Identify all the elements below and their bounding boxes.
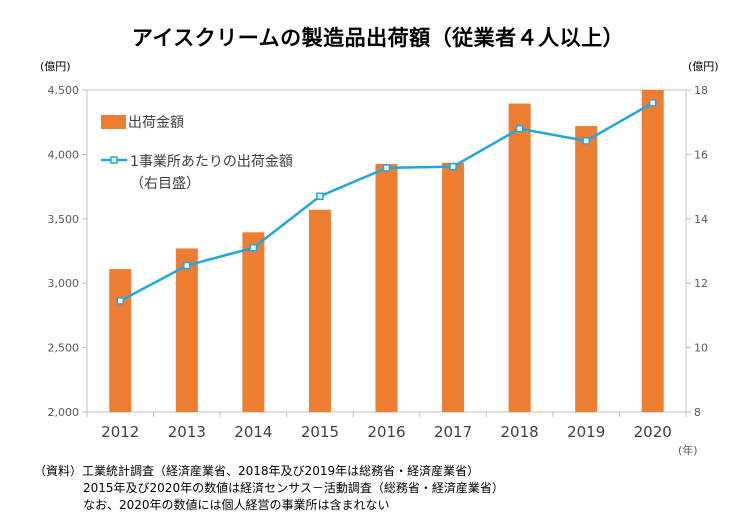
legend-label-line: 1事業所あたりの出荷金額	[130, 154, 293, 170]
line-point	[515, 124, 524, 133]
line-point	[382, 164, 391, 172]
bar	[109, 269, 132, 412]
source-label: （資料）	[34, 464, 83, 478]
line-point	[449, 162, 457, 171]
line-point	[648, 99, 657, 107]
x-axis-tick-label: 2016	[367, 423, 405, 441]
right-axis-tick-label: 14	[694, 213, 708, 226]
right-axis-tick-label: 10	[694, 342, 708, 355]
x-axis-tick-label: 2012	[101, 423, 139, 441]
bar	[308, 209, 331, 412]
right-axis-tick-label: 12	[694, 277, 708, 290]
bar	[641, 90, 664, 412]
plot-area: 2,000 2,500 3,000 3,500 4,000 4,500 8 10 12 14 16 1…	[48, 84, 709, 457]
legend-label-line-note: （右目盛）	[130, 176, 200, 192]
source-line-2: 2015年及び2020年の数値は経済センサス－活動調査（総務省・経済産業省）	[83, 481, 504, 495]
bar	[442, 162, 465, 412]
legend-swatch-bars	[101, 115, 126, 129]
left-axis-tick-label: 2,000	[48, 406, 80, 419]
bar	[575, 126, 598, 413]
x-axis-tick-label: 2019	[567, 423, 605, 441]
line-point	[249, 244, 258, 252]
chart-title: アイスクリームの製造品出荷額（従業者４人以上）	[131, 26, 625, 50]
bar	[242, 232, 265, 412]
left-axis-unit: (億円)	[40, 60, 71, 73]
source-line-3: なお、2020年の数値には個人経営の事業所は含まれない	[83, 498, 390, 512]
legend-swatch-marker	[110, 156, 118, 164]
left-axis-tick-label: 2,500	[48, 342, 80, 355]
source-note: （資料）工業統計調査（経済産業省、2018年及び2019年は総務省・経済産業省）…	[34, 463, 504, 514]
line-point	[316, 192, 324, 201]
x-axis-unit: (年)	[678, 443, 698, 457]
right-axis-tick-label: 16	[694, 148, 708, 161]
x-axis-tick-label: 2017	[434, 423, 472, 441]
x-axis-tick-label: 2015	[301, 423, 339, 441]
line-point	[116, 297, 125, 305]
left-axis-tick-label: 3,500	[48, 213, 80, 226]
line-point	[183, 261, 191, 270]
x-axis-tick-label: 2013	[168, 423, 206, 441]
left-axis-tick-label: 4,500	[48, 84, 80, 97]
line-point	[582, 137, 590, 145]
bar	[175, 248, 198, 412]
bar	[508, 103, 531, 413]
right-axis-tick-label: 8	[694, 406, 701, 419]
bar	[375, 164, 398, 412]
left-axis-tick-label: 4,000	[48, 148, 80, 161]
right-axis-unit: (億円)	[688, 60, 719, 73]
right-axis-tick-label: 18	[694, 84, 708, 97]
legend-label-bars: 出荷金額	[128, 115, 184, 131]
left-axis-tick-label: 3,000	[48, 277, 80, 290]
x-axis-tick-label: 2014	[234, 423, 272, 441]
source-line-1: 工業統計調査（経済産業省、2018年及び2019年は総務省・経済産業省）	[82, 464, 480, 478]
x-axis-tick-label: 2018	[501, 423, 539, 441]
x-axis-tick-label: 2020	[634, 423, 672, 441]
